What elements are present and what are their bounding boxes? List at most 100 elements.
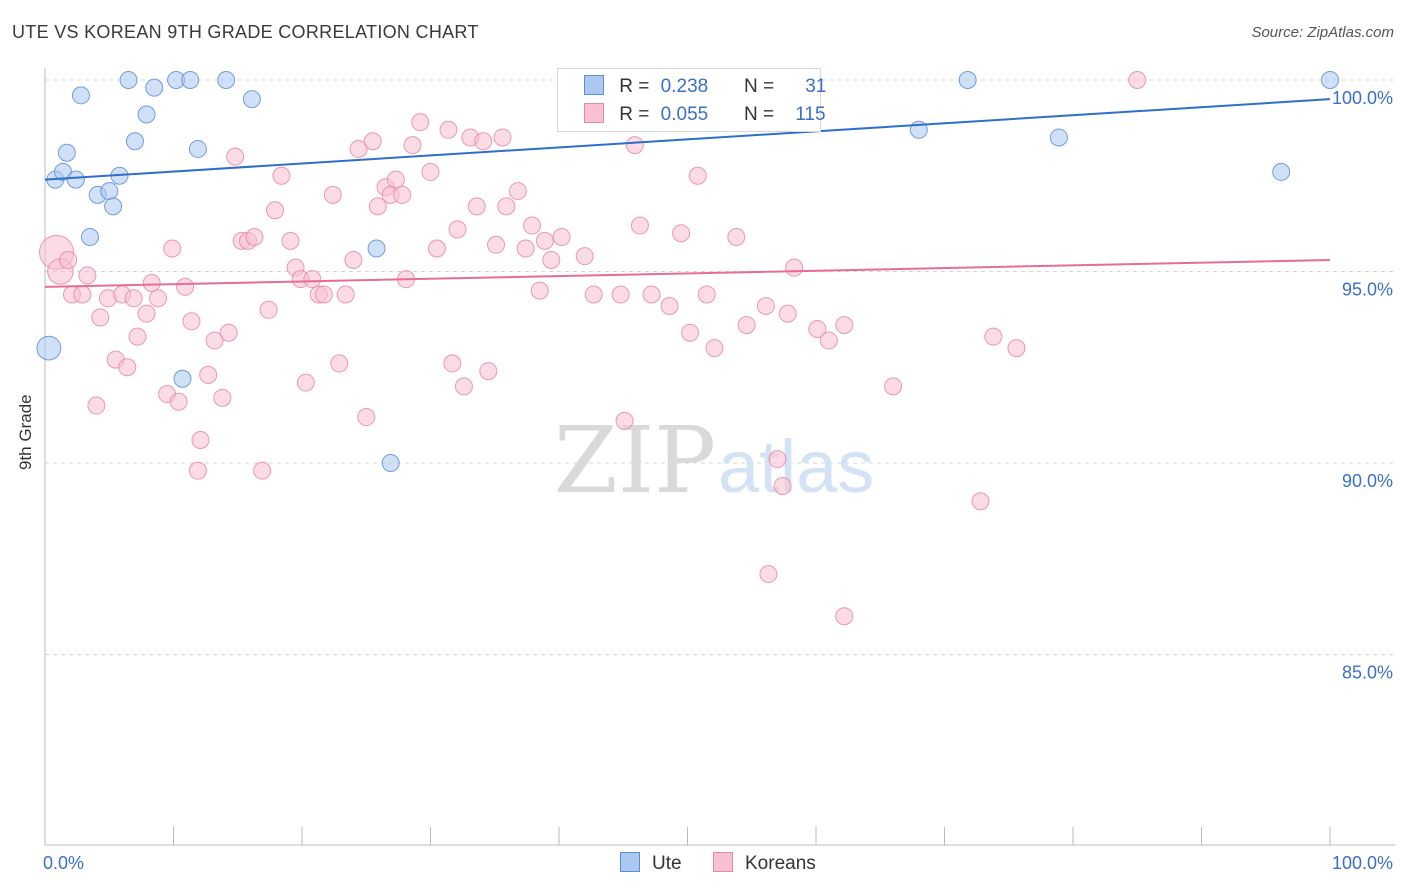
ute-legend-label: Ute	[652, 853, 682, 874]
koreans-point	[118, 358, 137, 377]
koreans-point	[984, 327, 1003, 346]
y-tick-label: 90.0%	[1342, 471, 1393, 491]
correlation-legend: R = 0.238 N = 31 R = 0.055 N = 115	[557, 68, 826, 132]
koreans-point	[759, 565, 778, 584]
y-tick-label: 95.0%	[1342, 280, 1393, 300]
y-axis-label: 9th Grade	[16, 394, 35, 470]
koreans-point	[630, 216, 649, 235]
ute-point	[242, 90, 261, 109]
koreans-point	[625, 136, 644, 155]
koreans-point	[552, 228, 571, 247]
legend-row-koreans: R = 0.055 N = 115	[584, 103, 826, 125]
ute-n-label: N =	[743, 76, 775, 97]
x-tick-labels: 0.0% 100.0%	[43, 853, 1393, 873]
koreans-point	[142, 273, 161, 292]
koreans-point	[368, 197, 387, 216]
koreans-point	[448, 220, 467, 239]
ute-point	[80, 228, 99, 247]
koreans-point	[523, 216, 542, 235]
koreans-point	[756, 296, 775, 315]
koreans-point	[323, 185, 342, 204]
koreans-point	[272, 166, 291, 185]
koreans-point	[773, 476, 792, 495]
ute-r-label: R =	[619, 76, 650, 97]
ute-point	[119, 71, 138, 89]
koreans-swatch	[584, 103, 604, 123]
koreans-point	[169, 392, 188, 411]
koreans-point	[336, 285, 355, 304]
ute-point	[1049, 128, 1068, 147]
koreans-point	[330, 354, 349, 373]
ute-point	[71, 86, 90, 105]
koreans-point	[443, 354, 462, 373]
koreans-point	[884, 377, 903, 396]
koreans-point	[439, 120, 458, 139]
ute-point	[145, 78, 164, 97]
trend-lines	[44, 98, 1331, 288]
koreans-point	[137, 304, 156, 323]
koreans-legend-swatch	[713, 852, 733, 872]
ute-point	[188, 139, 207, 158]
koreans-point	[1128, 71, 1147, 89]
bottom-legend-ute[interactable]: Ute	[620, 852, 682, 875]
ute-point	[381, 454, 400, 472]
koreans-point	[205, 331, 224, 350]
ute-point	[36, 335, 62, 361]
source-label: Source: ZipAtlas.com	[1251, 24, 1394, 41]
koreans-point	[59, 251, 78, 270]
legend-row-ute: R = 0.238 N = 31	[584, 75, 826, 97]
koreans-point	[73, 285, 92, 304]
koreans-point	[575, 247, 594, 266]
koreans-point	[427, 239, 446, 258]
koreans-point	[819, 331, 838, 350]
koreans-point	[611, 285, 630, 304]
koreans-point	[78, 266, 97, 285]
watermark-zip: ZIP	[554, 407, 716, 514]
koreans-point	[705, 339, 724, 358]
ute-legend-swatch	[620, 852, 640, 872]
ute-point	[125, 132, 144, 151]
koreans-point	[421, 162, 440, 181]
koreans-point	[149, 289, 168, 308]
axes	[44, 68, 1395, 846]
koreans-point	[778, 304, 797, 323]
koreans-point	[474, 132, 493, 151]
koreans-point	[479, 362, 498, 381]
koreans-point	[199, 365, 218, 384]
koreans-point	[176, 277, 195, 296]
koreans-point	[314, 285, 333, 304]
koreans-n-value: 115	[795, 104, 826, 125]
ute-point	[367, 239, 386, 258]
koreans-point	[454, 377, 473, 396]
koreans-point	[128, 327, 147, 346]
koreans-points	[39, 71, 1147, 626]
ute-point	[1272, 162, 1291, 181]
koreans-point	[542, 251, 561, 270]
ute-swatch	[584, 75, 604, 95]
koreans-point	[1007, 339, 1026, 358]
ute-n-value: 31	[805, 76, 827, 97]
koreans-point	[191, 431, 210, 450]
koreans-point	[411, 113, 430, 132]
koreans-point	[386, 170, 405, 189]
koreans-point	[124, 289, 143, 308]
koreans-point	[737, 316, 756, 335]
koreans-point	[349, 139, 368, 158]
koreans-point	[727, 228, 746, 247]
koreans-point	[681, 323, 700, 342]
koreans-point	[467, 197, 486, 216]
koreans-point	[303, 270, 322, 289]
koreans-point	[281, 231, 300, 250]
koreans-r-label: R =	[619, 104, 650, 125]
y-tick-label: 85.0%	[1342, 663, 1393, 683]
bottom-legend-koreans[interactable]: Koreans	[713, 852, 816, 875]
ute-point	[1321, 71, 1339, 89]
ute-point	[137, 105, 156, 124]
koreans-legend-label: Koreans	[745, 853, 816, 874]
koreans-point	[163, 239, 182, 258]
koreans-point	[91, 308, 110, 327]
koreans-point	[516, 239, 535, 258]
koreans-point	[660, 296, 679, 315]
koreans-point	[808, 319, 827, 338]
